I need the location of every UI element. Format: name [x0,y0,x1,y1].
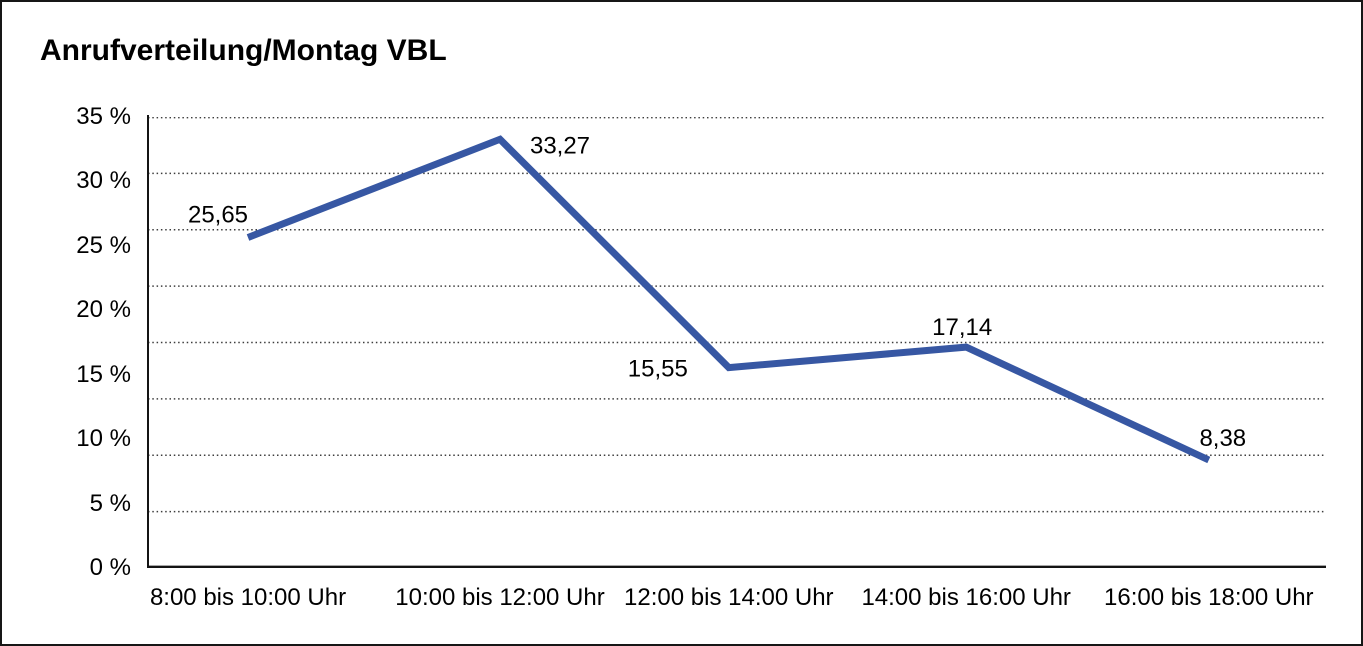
x-axis-category-label: 12:00 bis 14:00 Uhr [624,584,834,611]
data-point-label: 15,55 [628,356,688,383]
x-axis-category-label: 10:00 bis 12:00 Uhr [395,584,605,611]
plot-area: 25,65 33,27 15,55 17,14 8,38 [147,115,1326,568]
y-axis-tick-label: 30 % [76,167,131,195]
x-axis-category-label: 14:00 bis 16:00 Uhr [861,584,1071,611]
line-chart-svg: 25,65 33,27 15,55 17,14 8,38 [147,115,1326,568]
y-axis-tick-label: 25 % [76,231,131,259]
data-point-label: 33,27 [530,132,590,159]
y-axis-tick-label: 0 % [89,554,131,581]
y-axis-tick-label: 35 % [76,103,131,130]
x-axis-category-label: 8:00 bis 10:00 Uhr [149,584,347,611]
x-axis-category-label: 16:00 bis 18:00 Uhr [1104,584,1314,611]
y-axis-tick-label: 20 % [76,296,131,324]
chart-title: Anrufverteilung/Montag VBL [40,34,447,67]
data-point-label: 25,65 [188,202,248,229]
y-axis-tick-label: 15 % [76,360,131,388]
data-series-line [246,135,1211,464]
data-point-label: 17,14 [932,314,992,341]
y-axis-tick-label: 10 % [76,425,131,453]
y-axis-tick-label: 5 % [89,489,131,517]
data-point-label: 8,38 [1199,425,1246,452]
